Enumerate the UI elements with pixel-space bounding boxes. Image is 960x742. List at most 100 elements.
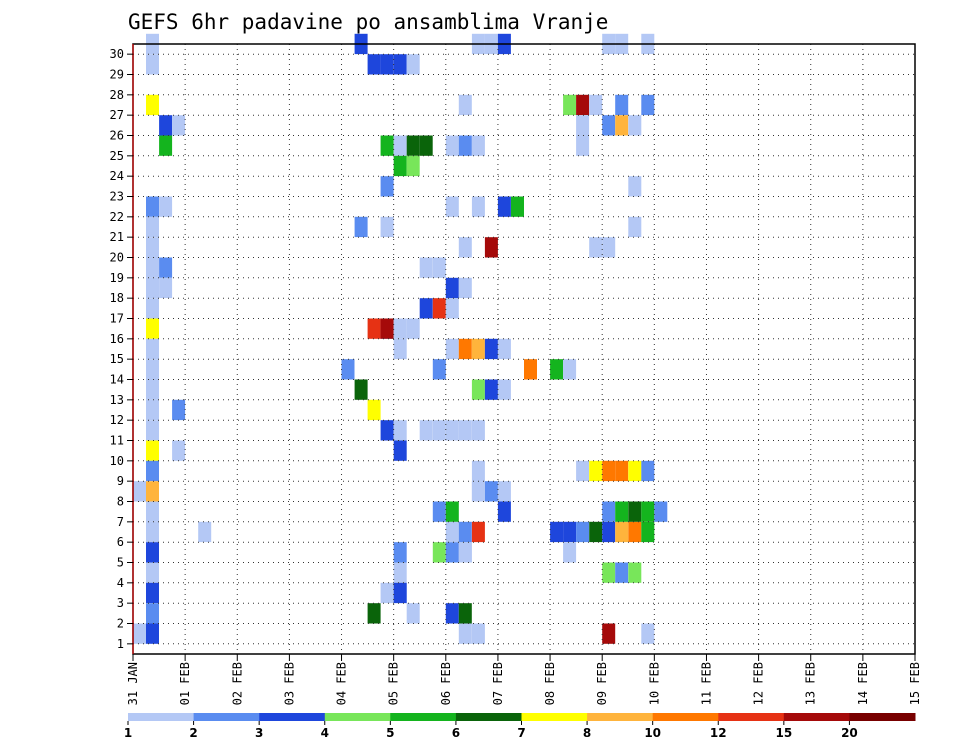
x-tick-label: 07 FEB xyxy=(491,662,505,705)
y-tick-label: 12 xyxy=(110,413,124,427)
precip-cell xyxy=(458,237,472,258)
y-tick-label: 24 xyxy=(110,169,124,183)
precip-cell xyxy=(563,94,577,116)
precip-cell xyxy=(146,481,159,502)
precip-cell xyxy=(602,115,616,136)
y-tick-label: 26 xyxy=(110,129,124,143)
precip-cell xyxy=(615,501,629,522)
y-tick-label: 1 xyxy=(117,637,124,651)
precip-cell xyxy=(146,420,159,441)
precip-cell xyxy=(445,338,459,360)
precip-cell xyxy=(550,521,564,543)
precip-cell xyxy=(628,521,642,543)
x-tick-label: 10 FEB xyxy=(647,662,661,705)
precip-cell xyxy=(471,623,485,644)
y-axis-ticks: 1234567891011121314151617181920212223242… xyxy=(110,47,133,651)
y-tick-label: 23 xyxy=(110,190,124,204)
precip-cell xyxy=(393,582,407,604)
precip-cell xyxy=(458,603,472,624)
precip-cell xyxy=(172,440,186,461)
precip-cell xyxy=(380,216,394,238)
y-tick-label: 19 xyxy=(110,271,124,285)
x-tick-label: 15 FEB xyxy=(908,662,922,705)
colorbar-swatch xyxy=(718,713,785,721)
precip-cell xyxy=(484,481,498,502)
precip-cell xyxy=(393,54,407,75)
precip-cell xyxy=(576,115,590,136)
precip-cell xyxy=(628,216,642,238)
precip-cell xyxy=(406,155,420,177)
precip-cell xyxy=(198,521,212,543)
colorbar-label: 12 xyxy=(710,726,727,740)
y-tick-label: 5 xyxy=(117,556,124,570)
precip-cell xyxy=(393,338,407,360)
precip-cell xyxy=(497,338,511,360)
precip-cell xyxy=(602,521,616,543)
precip-cell xyxy=(471,338,485,360)
colorbar-label: 10 xyxy=(644,726,661,740)
x-axis-ticks: 31 JAN 01 FEB 02 FEB 03 FEB 04 FEB 05 FEB 06 F… xyxy=(126,654,922,705)
precip-cell xyxy=(146,196,159,217)
colorbar-label: 20 xyxy=(841,726,858,740)
precip-cell xyxy=(406,135,420,156)
precip-cell xyxy=(458,94,472,116)
precip-cell xyxy=(419,257,433,278)
colorbar-swatch xyxy=(128,713,195,721)
precip-cell xyxy=(576,460,590,482)
precip-cell xyxy=(563,521,577,543)
precip-cell xyxy=(172,399,186,421)
x-tick-label: 05 FEB xyxy=(387,662,401,705)
precip-cell xyxy=(146,562,159,583)
colorbar-swatch xyxy=(455,713,522,721)
x-tick-label: 03 FEB xyxy=(282,662,296,705)
precip-cell xyxy=(419,298,433,319)
y-tick-label: 8 xyxy=(117,495,124,509)
precip-cell xyxy=(445,298,459,319)
colorbar-label: 1 xyxy=(124,726,132,740)
precip-cell xyxy=(484,237,498,258)
precip-cell xyxy=(602,501,616,522)
precip-cell xyxy=(133,481,146,502)
precip-cell xyxy=(159,257,173,278)
precip-cell xyxy=(576,94,590,116)
precip-cell xyxy=(511,196,524,217)
precip-cell xyxy=(146,277,159,299)
precip-cell xyxy=(393,542,407,563)
colorbar-label: 3 xyxy=(255,726,263,740)
precip-cell xyxy=(589,94,603,116)
x-tick-label: 13 FEB xyxy=(804,662,818,705)
precip-cell xyxy=(628,460,642,482)
precip-cell xyxy=(445,277,459,299)
precip-cell xyxy=(146,298,159,319)
precip-cell xyxy=(146,216,159,238)
precip-cell xyxy=(146,94,159,116)
y-tick-label: 9 xyxy=(117,474,124,488)
x-tick-label: 06 FEB xyxy=(439,662,453,705)
y-tick-label: 21 xyxy=(110,230,124,244)
precip-cell xyxy=(393,420,407,441)
precip-cell xyxy=(445,501,459,522)
precip-cell xyxy=(146,623,159,644)
precip-cell xyxy=(471,460,485,482)
colorbar-label: 7 xyxy=(517,726,525,740)
precip-cell xyxy=(524,359,537,380)
precip-cell xyxy=(471,135,485,156)
x-tick-label: 12 FEB xyxy=(752,662,766,705)
colorbar-label: 2 xyxy=(189,726,197,740)
precip-cell xyxy=(432,359,446,380)
precip-cell xyxy=(615,115,629,136)
y-tick-label: 17 xyxy=(110,312,124,326)
precip-cell xyxy=(458,542,472,563)
y-tick-label: 4 xyxy=(117,576,124,590)
precip-cell xyxy=(146,318,159,339)
precip-cell xyxy=(589,237,603,258)
precip-cell xyxy=(393,440,407,461)
precip-cell xyxy=(146,237,159,258)
precip-cell xyxy=(380,135,394,156)
x-tick-label: 02 FEB xyxy=(230,662,244,705)
precip-cell xyxy=(419,420,433,441)
y-tick-label: 14 xyxy=(110,373,124,387)
x-tick-label: 31 JAN xyxy=(126,662,140,705)
y-tick-label: 25 xyxy=(110,149,124,163)
